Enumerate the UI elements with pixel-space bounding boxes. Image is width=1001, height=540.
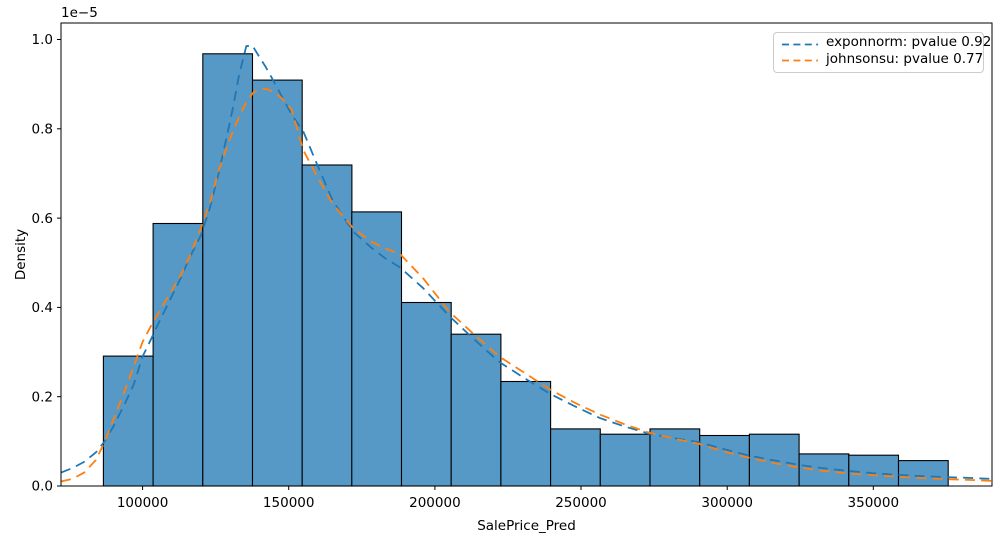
histogram-bar xyxy=(351,211,403,487)
legend-entry-johnsonsu: johnsonsu: pvalue 0.77 xyxy=(782,53,983,69)
x-tick-label: 350000 xyxy=(848,495,900,511)
histogram-bar xyxy=(897,460,949,487)
y-tick-label: 0.2 xyxy=(32,389,53,405)
x-tick-label: 200000 xyxy=(409,495,461,511)
histogram-bar xyxy=(202,53,254,487)
histogram-bar xyxy=(152,222,204,487)
histogram-bar xyxy=(450,333,502,487)
legend-label-exponnorm: exponnorm: pvalue 0.92 xyxy=(826,34,992,51)
x-tick-label: 250000 xyxy=(555,495,607,511)
axes-spines xyxy=(60,22,993,487)
y-axis-label: Density xyxy=(13,229,29,280)
histogram-bar xyxy=(649,428,701,487)
legend: exponnorm: pvalue 0.92 johnsonsu: pvalue… xyxy=(773,32,991,73)
y-axis-offset-text: 1e−5 xyxy=(61,5,98,21)
histogram-bar xyxy=(102,355,154,487)
y-tick-label: 0.4 xyxy=(32,300,53,316)
curve-exponnorm xyxy=(60,44,993,480)
x-tick-label: 150000 xyxy=(263,495,315,511)
x-axis-label: SalePrice_Pred xyxy=(477,518,576,534)
y-tick-label: 0.0 xyxy=(32,479,53,495)
histogram-bar xyxy=(400,301,452,487)
histogram-bar xyxy=(848,454,900,487)
histogram-bar xyxy=(500,380,552,487)
y-tick-label: 0.6 xyxy=(32,211,53,227)
legend-entry-exponnorm: exponnorm: pvalue 0.92 xyxy=(782,36,991,52)
y-tick-label: 1.0 xyxy=(32,32,53,48)
histogram-bar xyxy=(550,428,601,487)
histogram-bar xyxy=(301,164,353,487)
y-tick-label: 0.8 xyxy=(32,122,53,138)
x-tick-label: 100000 xyxy=(117,495,169,511)
legend-line-exponnorm-icon xyxy=(782,43,818,45)
curve-johnsonsu xyxy=(60,87,993,483)
x-tick-label: 300000 xyxy=(701,495,753,511)
histogram-bar xyxy=(599,433,651,487)
histogram-bar xyxy=(699,434,750,487)
legend-label-johnsonsu: johnsonsu: pvalue 0.77 xyxy=(826,51,984,68)
histogram-bar xyxy=(251,79,303,487)
legend-line-johnsonsu-icon xyxy=(782,60,818,62)
